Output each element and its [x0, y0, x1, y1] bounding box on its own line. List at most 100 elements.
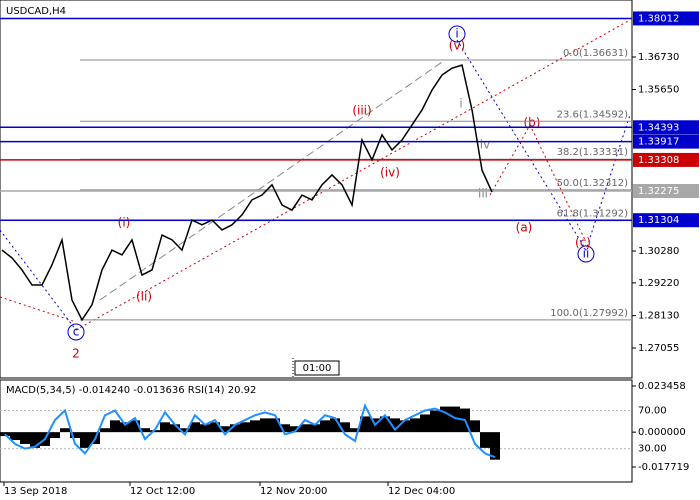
wave-circle	[67, 323, 85, 341]
wave-label: (a)	[516, 221, 533, 235]
fib-label: 23.6(1.34592)	[557, 109, 629, 120]
macd-bar	[310, 424, 320, 433]
wave-label: iv	[480, 138, 490, 152]
macd-bar	[340, 422, 350, 433]
macd-bar	[290, 426, 300, 433]
level-box	[633, 120, 699, 135]
y-tick-label: 1.30280	[638, 246, 679, 257]
macd-bar	[410, 418, 420, 433]
macd-bar	[380, 416, 390, 433]
macd-bar	[400, 420, 410, 433]
fib-label: 50.0(1.32312)	[557, 178, 629, 189]
channel-line	[99, 59, 446, 301]
macd-bar	[490, 432, 500, 460]
macd-bar	[300, 424, 310, 433]
level-box	[633, 184, 699, 199]
y-tick-label: 1.28130	[638, 311, 679, 322]
level-label: 1.34393	[638, 122, 679, 133]
wave-path	[0, 229, 77, 331]
macd-bar	[350, 428, 360, 433]
macd-bar	[390, 418, 400, 433]
y-tick-label: 1.27055	[638, 343, 679, 354]
level-label: 1.33308	[638, 155, 679, 166]
macd-bar	[130, 420, 140, 433]
macd-bar	[60, 428, 70, 433]
wave-label: 2	[72, 347, 80, 361]
y-tick-label: 1.36730	[638, 52, 679, 63]
fib-label: 0.0(1.36631)	[563, 48, 628, 59]
macd-bar	[80, 432, 90, 448]
wave-circle	[577, 245, 595, 263]
wave-label: c	[73, 325, 80, 339]
macd-bar	[470, 420, 480, 433]
y-tick-label: 30.00	[638, 444, 667, 455]
wave-label: (ii)	[136, 290, 152, 304]
macd-bar	[280, 424, 290, 433]
wave-label: (i)	[118, 216, 131, 230]
macd-bar	[10, 432, 20, 441]
rsi-line	[4, 403, 496, 459]
y-tick-label: 70.00	[638, 406, 667, 417]
wave-label: (b)	[524, 116, 541, 130]
wave-label: (v)	[449, 39, 465, 53]
macd-bar	[140, 428, 150, 433]
macd-bar	[360, 416, 370, 433]
channel-line	[0, 296, 77, 323]
wave-label: i	[455, 27, 458, 41]
macd-bar	[70, 432, 80, 439]
level-label: 1.33917	[638, 137, 679, 148]
symbol: USDCAD,H4	[6, 6, 66, 17]
price-line	[1, 64, 493, 322]
fib-label: 38.2(1.33331)	[557, 147, 629, 158]
macd-bar	[220, 426, 230, 433]
wave-label: i	[459, 97, 462, 111]
macd-bar	[480, 432, 490, 448]
x-tick-label: 13 Sep 2018	[4, 486, 67, 497]
level-box	[633, 134, 699, 149]
macd-bar	[230, 424, 240, 433]
macd-bar	[50, 432, 60, 439]
x-tick-label: 12 Dec 04:00	[388, 486, 455, 497]
macd-bar	[110, 420, 120, 433]
macd-bar	[100, 428, 110, 433]
macd-bar	[0, 432, 10, 437]
level-label: 1.31304	[638, 215, 679, 226]
level-label: 1.38012	[638, 13, 679, 24]
wave-label: ii	[583, 247, 590, 261]
macd-bar	[330, 418, 340, 433]
time-marker-box	[294, 360, 340, 376]
x-tick-label: 12 Oct 12:00	[130, 486, 195, 497]
macd-bar	[450, 406, 460, 433]
channel-line	[75, 19, 631, 331]
x-tick-label: 12 Nov 20:00	[260, 486, 327, 497]
fib-label: 100.0(1.27992)	[550, 308, 628, 319]
fib-label: 61.8(1.31292)	[557, 209, 629, 220]
macd-bar	[440, 406, 450, 433]
macd-bar	[250, 420, 260, 433]
macd-bar	[150, 430, 160, 433]
macd-bar	[430, 410, 440, 433]
macd-bar	[240, 422, 250, 433]
level-box	[633, 11, 699, 26]
wave-label: (iv)	[380, 166, 400, 180]
macd-bar	[320, 420, 330, 433]
macd-bar	[260, 418, 270, 433]
macd-bar	[180, 428, 190, 433]
y-tick-label: 0.000000	[638, 427, 686, 438]
level-box	[633, 213, 699, 228]
macd-bar	[190, 422, 200, 433]
y-tick-label: 1.35650	[638, 84, 679, 95]
macd-bar	[160, 422, 170, 433]
level-box	[633, 152, 699, 167]
wave-label: (c)	[575, 236, 591, 250]
price-pane	[0, 0, 633, 379]
wave-label: iii	[478, 187, 488, 201]
macd-bar	[210, 422, 220, 433]
level-label: 1.32275	[638, 186, 679, 197]
wave-path	[489, 123, 586, 241]
macd-bar	[170, 424, 180, 433]
indicator-title: MACD(5,34,5) -0.014240 -0.013636 RSI(14)…	[6, 385, 256, 396]
wave-label: (iii)	[352, 104, 371, 118]
macd-bar	[420, 414, 430, 433]
